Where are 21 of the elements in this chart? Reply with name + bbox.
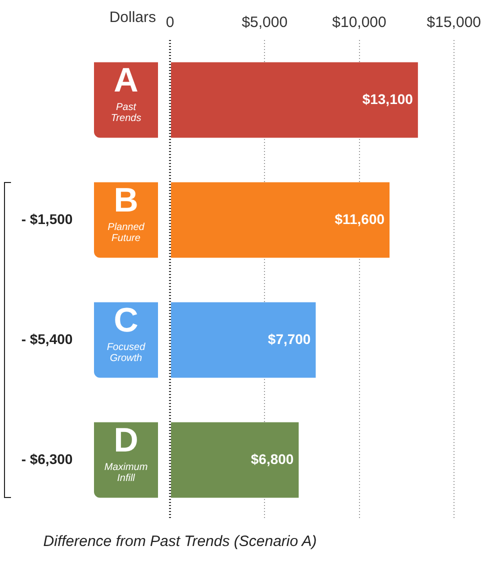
text: - $5,400 bbox=[21, 330, 73, 347]
x-tick-label: $10,000 bbox=[332, 14, 386, 32]
x-tick-label: 0 bbox=[166, 14, 174, 32]
bar bbox=[171, 422, 299, 498]
bar bbox=[171, 62, 418, 138]
x-tick-label: $15,000 bbox=[426, 14, 482, 32]
bar bbox=[171, 182, 390, 258]
y-tick-label: D Maximum Infill bbox=[104, 422, 148, 484]
data-label: $11,600 bbox=[334, 210, 385, 227]
y-tick-label: A Past Trends bbox=[110, 62, 142, 124]
text: - $6,300 bbox=[21, 450, 73, 467]
data-label: $6,800 bbox=[250, 450, 294, 467]
y-tick-label: B Planned Future bbox=[108, 182, 145, 244]
y-tick-label: C Focused Growth bbox=[106, 302, 146, 364]
x-tick-label: $5,000 bbox=[242, 14, 288, 32]
y-axis-title: Dollars bbox=[109, 9, 156, 26]
data-label: $13,100 bbox=[362, 90, 414, 107]
text: Difference from Past Trends (Scenario A) bbox=[43, 533, 317, 550]
bar bbox=[171, 302, 316, 378]
data-label: $7,700 bbox=[268, 330, 311, 347]
text: - $1,500 bbox=[21, 210, 73, 227]
